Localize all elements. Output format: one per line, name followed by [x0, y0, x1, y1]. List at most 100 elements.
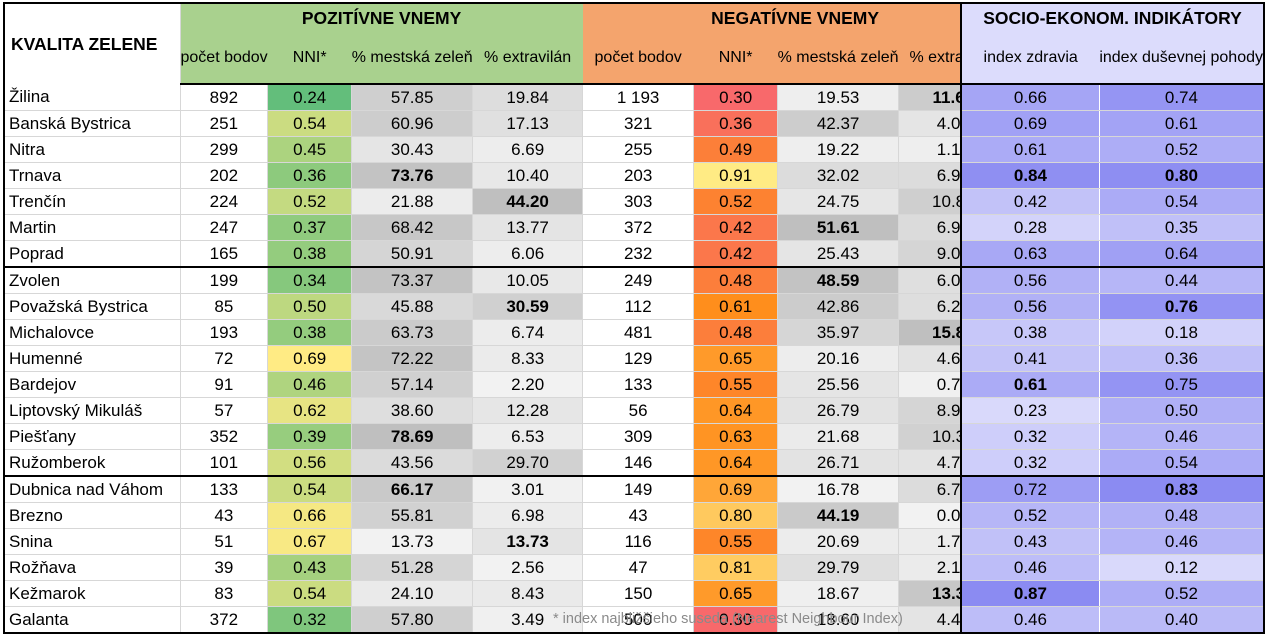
neg-count-cell: 232: [582, 240, 695, 268]
pos-col-extravilan: % extravilán: [472, 33, 583, 85]
pos-nni-cell: 0.36: [267, 162, 353, 189]
pos-nni-cell: 0.38: [267, 319, 353, 346]
pos-nni-cell: 0.50: [267, 293, 353, 320]
neg-urban-cell: 25.43: [777, 240, 900, 268]
health-index-cell: 0.84: [961, 162, 1100, 189]
neg-count-cell: 112: [582, 293, 695, 320]
city-name: Michalovce: [4, 319, 181, 346]
neg-urban-cell: 20.16: [777, 345, 900, 372]
neg-urban-cell: 19.22: [777, 136, 900, 163]
pos-nni-cell: 0.69: [267, 345, 353, 372]
pos-urban-cell: 57.14: [351, 371, 474, 398]
table-row: 0.46 0.40: [961, 606, 1265, 633]
pos-extravilan-cell: 6.06: [472, 240, 584, 268]
pos-extravilan-cell: 6.98: [472, 502, 584, 529]
neg-nni-cell: 0.42: [693, 240, 779, 268]
pos-extravilan-cell: 6.69: [472, 136, 584, 163]
table-row: 0.72 0.83: [961, 476, 1265, 503]
wellbeing-index-cell: 0.52: [1099, 136, 1265, 163]
pos-urban-cell: 43.56: [351, 449, 474, 477]
pos-count-cell: 199: [180, 267, 269, 294]
neg-urban-cell: 42.86: [777, 293, 900, 320]
table-row: 0.56 0.76: [961, 293, 1265, 320]
neg-urban-cell: 26.71: [777, 449, 900, 477]
table-row: Poprad 165 0.38 50.91 6.06 232 0.42 25.43 9.05: [4, 240, 1009, 268]
pos-nni-cell: 0.39: [267, 423, 353, 450]
pos-extravilan-cell: 44.20: [472, 188, 584, 215]
neg-count-cell: 303: [582, 188, 695, 215]
table-row: 0.61 0.75: [961, 371, 1265, 398]
neg-count-cell: 150: [582, 580, 695, 607]
socio-col-health: index zdravia: [961, 33, 1100, 85]
pos-count-cell: 202: [180, 162, 269, 189]
neg-nni-cell: 0.52: [693, 188, 779, 215]
pos-extravilan-cell: 13.73: [472, 528, 584, 555]
table-row: Piešťany 352 0.39 78.69 6.53 309 0.63 21.68 10.3…: [4, 423, 1009, 450]
pos-count-cell: 57: [180, 397, 269, 424]
neg-nni-cell: 0.55: [693, 371, 779, 398]
pos-nni-cell: 0.37: [267, 214, 353, 241]
city-name: Ružomberok: [4, 449, 181, 477]
table-row: Humenné 72 0.69 72.22 8.33 129 0.65 20.16 4.65: [4, 345, 1009, 372]
table-row: 0.52 0.48: [961, 502, 1265, 529]
wellbeing-index-cell: 0.35: [1099, 214, 1265, 241]
pos-count-cell: 251: [180, 110, 269, 137]
city-name: Poprad: [4, 240, 181, 268]
pos-col-nni: NNI*: [267, 33, 352, 85]
pos-nni-cell: 0.66: [267, 502, 353, 529]
table-row: 0.41 0.36: [961, 345, 1265, 372]
table-row: Snina 51 0.67 13.73 13.73 116 0.55 20.69 1.72: [4, 528, 1009, 555]
pos-count-cell: 372: [180, 606, 269, 633]
wellbeing-index-cell: 0.54: [1099, 188, 1265, 215]
pos-count-cell: 72: [180, 345, 269, 372]
pos-extravilan-cell: 2.20: [472, 371, 584, 398]
neg-count-cell: 203: [582, 162, 695, 189]
pos-urban-cell: 21.88: [351, 188, 474, 215]
health-index-cell: 0.28: [961, 214, 1100, 241]
neg-urban-cell: 18.67: [777, 580, 900, 607]
neg-count-cell: 372: [582, 214, 695, 241]
pos-urban-cell: 57.85: [351, 84, 474, 111]
pos-count-cell: 892: [180, 84, 269, 111]
city-name: Liptovský Mikuláš: [4, 397, 181, 424]
pos-extravilan-cell: 17.13: [472, 110, 584, 137]
pos-extravilan-cell: 3.01: [472, 476, 584, 503]
wellbeing-index-cell: 0.46: [1099, 528, 1265, 555]
neg-col-count: počet bodov: [582, 33, 694, 85]
neg-count-cell: 481: [582, 319, 695, 346]
pos-col-count: počet bodov: [180, 33, 268, 85]
wellbeing-index-cell: 0.76: [1099, 293, 1265, 320]
table-row: Považská Bystrica 85 0.50 45.88 30.59 112 0.61…: [4, 293, 1009, 320]
health-index-cell: 0.56: [961, 267, 1100, 294]
pos-urban-cell: 66.17: [351, 476, 474, 503]
health-index-cell: 0.46: [961, 554, 1100, 581]
pos-extravilan-cell: 6.53: [472, 423, 584, 450]
neg-urban-cell: 35.97: [777, 319, 900, 346]
pos-count-cell: 91: [180, 371, 269, 398]
table-row: Michalovce 193 0.38 63.73 6.74 481 0.48 35.97 15…: [4, 319, 1009, 346]
table-row: Trnava 202 0.36 73.76 10.40 203 0.91 32.02 6.90: [4, 162, 1009, 189]
neg-count-cell: 321: [582, 110, 695, 137]
table-row: Rožňava 39 0.43 51.28 2.56 47 0.81 29.79 2.13: [4, 554, 1009, 581]
pos-nni-cell: 0.24: [267, 84, 353, 111]
neg-urban-cell: 20.69: [777, 528, 900, 555]
neg-nni-cell: 0.48: [693, 319, 779, 346]
pos-extravilan-cell: 3.49: [472, 606, 584, 633]
pos-nni-cell: 0.38: [267, 240, 353, 268]
neg-nni-cell: 0.55: [693, 528, 779, 555]
wellbeing-index-cell: 0.50: [1099, 397, 1265, 424]
pos-extravilan-cell: 10.40: [472, 162, 584, 189]
table-row: Kežmarok 83 0.54 24.10 8.43 150 0.65 18.67 13.33: [4, 580, 1009, 607]
city-name: Bardejov: [4, 371, 181, 398]
table-row: 0.69 0.61: [961, 110, 1265, 137]
wellbeing-index-cell: 0.75: [1099, 371, 1265, 398]
health-index-cell: 0.32: [961, 423, 1100, 450]
city-name: Dubnica nad Váhom: [4, 476, 181, 503]
health-index-cell: 0.72: [961, 476, 1100, 503]
pos-urban-cell: 55.81: [351, 502, 474, 529]
table-row: Zvolen 199 0.34 73.37 10.05 249 0.48 48.59 6.02: [4, 267, 1009, 294]
health-index-cell: 0.42: [961, 188, 1100, 215]
city-name: Banská Bystrica: [4, 110, 181, 137]
pos-nni-cell: 0.62: [267, 397, 353, 424]
neg-count-cell: 1 193: [582, 84, 695, 111]
